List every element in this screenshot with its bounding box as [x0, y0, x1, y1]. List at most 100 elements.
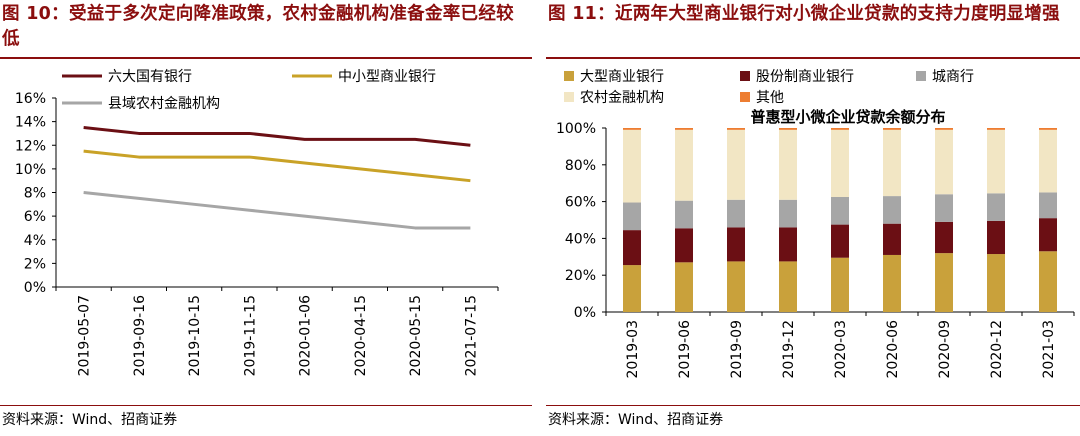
- bar-segment: [831, 257, 849, 312]
- legend-swatch: [740, 92, 750, 102]
- legend-label: 中小型商业银行: [338, 69, 436, 85]
- legend-label: 股份制商业银行: [756, 69, 854, 85]
- bar-segment: [1039, 128, 1057, 130]
- bar-segment: [727, 128, 745, 130]
- x-tick-label: 2021-07-15: [463, 295, 479, 376]
- x-tick-label: 2019-09-16: [132, 295, 148, 376]
- bar-segment: [987, 129, 1005, 194]
- y-tick-label: 6%: [24, 209, 46, 225]
- left-source: 资料来源：Wind、招商证券: [2, 412, 178, 428]
- y-tick-label: 0%: [574, 305, 596, 321]
- y-tick-label: 12%: [15, 138, 46, 154]
- bar-segment: [831, 129, 849, 197]
- legend-label: 农村金融机构: [580, 90, 664, 106]
- bar-segment: [675, 228, 693, 263]
- legend-label: 县域农村金融机构: [108, 96, 220, 112]
- legend-swatch: [564, 71, 574, 81]
- legend-label: 城商行: [932, 69, 974, 85]
- x-tick-label: 2021-03: [1041, 320, 1057, 379]
- bar-segment: [623, 265, 641, 312]
- left-source-rule: [0, 405, 532, 406]
- bar-segment: [623, 230, 641, 266]
- y-tick-label: 100%: [556, 121, 596, 137]
- bar-segment: [935, 128, 953, 130]
- bar-segment: [1039, 251, 1057, 312]
- y-tick-label: 16%: [15, 91, 46, 107]
- bar-segment: [675, 129, 693, 201]
- bar-segment: [883, 196, 901, 224]
- bar-segment: [727, 261, 745, 312]
- x-tick-label: 2019-09: [729, 320, 745, 379]
- bar-segment: [935, 253, 953, 312]
- x-tick-label: 2019-10-15: [187, 295, 203, 376]
- x-tick-label: 2020-12: [989, 320, 1005, 379]
- bar-segment: [831, 224, 849, 258]
- y-tick-label: 20%: [565, 268, 596, 284]
- legend-label: 其他: [756, 90, 784, 106]
- x-tick-label: 2019-11-15: [242, 295, 258, 376]
- y-tick-label: 4%: [24, 233, 46, 249]
- bar-segment: [883, 128, 901, 130]
- x-tick-label: 2020-04-15: [353, 295, 369, 376]
- bar-segment: [623, 202, 641, 231]
- bar-segment: [623, 129, 641, 203]
- chart-title: 普惠型小微企业贷款余额分布: [750, 108, 945, 126]
- bar-segment: [935, 129, 953, 195]
- x-tick-label: 2020-05-15: [408, 295, 424, 376]
- bar-segment: [779, 227, 797, 262]
- line-series-2: [83, 149, 471, 183]
- line-chart: 0% 2% 4% 6% 8% 10% 12% 14% 16% 2019-05-07 2019-09-…: [15, 69, 499, 376]
- x-tick-label: 2019-05-07: [77, 295, 93, 376]
- y-tick-label: 60%: [565, 195, 596, 211]
- bar-segment: [727, 129, 745, 200]
- y-tick-label: 14%: [15, 115, 46, 131]
- y-tick-label: 80%: [565, 158, 596, 174]
- y-tick-label: 10%: [15, 162, 46, 178]
- bar-segment: [1039, 218, 1057, 252]
- bar-segment: [675, 200, 693, 229]
- x-tick-label: 2020-09: [937, 320, 953, 379]
- x-tick-label: 2020-01-06: [298, 295, 314, 376]
- x-tick-label: 2020-03: [833, 320, 849, 379]
- x-tick-label: 2019-06: [677, 320, 693, 379]
- bar-segment: [987, 128, 1005, 130]
- bar-segment: [727, 199, 745, 228]
- bar-segment: [779, 199, 797, 228]
- bar-segment: [779, 129, 797, 200]
- y-tick-label: 8%: [24, 186, 46, 202]
- bar-segment: [1039, 192, 1057, 219]
- bar-segment: [779, 261, 797, 312]
- left-figure-title: 图 10：受益于多次定向降准政策，农村金融机构准备金率已经较低: [2, 4, 514, 49]
- right-source: 资料来源：Wind、招商证券: [548, 412, 724, 428]
- bar-segment: [883, 129, 901, 197]
- left-figure-panel: 图 10：受益于多次定向降准政策，农村金融机构准备金率已经较低 0% 2% 4% 6%…: [0, 0, 532, 436]
- left-title-rule: [0, 57, 532, 59]
- x-tick-label: 2020-06: [885, 320, 901, 379]
- legend-swatch: [916, 71, 926, 81]
- right-source-rule: [546, 405, 1080, 406]
- bar-segment: [935, 194, 953, 222]
- bar-segment: [831, 128, 849, 130]
- line-series-1: [83, 126, 471, 147]
- legend-swatch: [740, 71, 750, 81]
- right-title-rule: [546, 57, 1080, 59]
- bar-segment: [935, 221, 953, 254]
- bar-segment: [675, 128, 693, 130]
- bar-segment: [883, 254, 901, 312]
- bar-segment: [987, 193, 1005, 221]
- y-tick-label: 2%: [24, 256, 46, 272]
- bar-segment: [987, 220, 1005, 255]
- bar-segment: [779, 128, 797, 130]
- bar-segment: [675, 262, 693, 312]
- line-series-3: [83, 191, 471, 230]
- right-figure-title: 图 11：近两年大型商业银行对小微企业贷款的支持力度明显增强: [548, 4, 1060, 24]
- x-tick-label: 2019-03: [625, 320, 641, 379]
- bar-segment: [1039, 129, 1057, 193]
- right-figure-panel: 图 11：近两年大型商业银行对小微企业贷款的支持力度明显增强 0% 20% 40% 6…: [546, 0, 1080, 436]
- x-tick-label: 2019-12: [781, 320, 797, 379]
- bar-segment: [831, 197, 849, 225]
- bar-segment: [883, 223, 901, 255]
- bar-segment: [623, 128, 641, 130]
- bar-segment: [727, 227, 745, 262]
- legend-label: 大型商业银行: [580, 69, 664, 85]
